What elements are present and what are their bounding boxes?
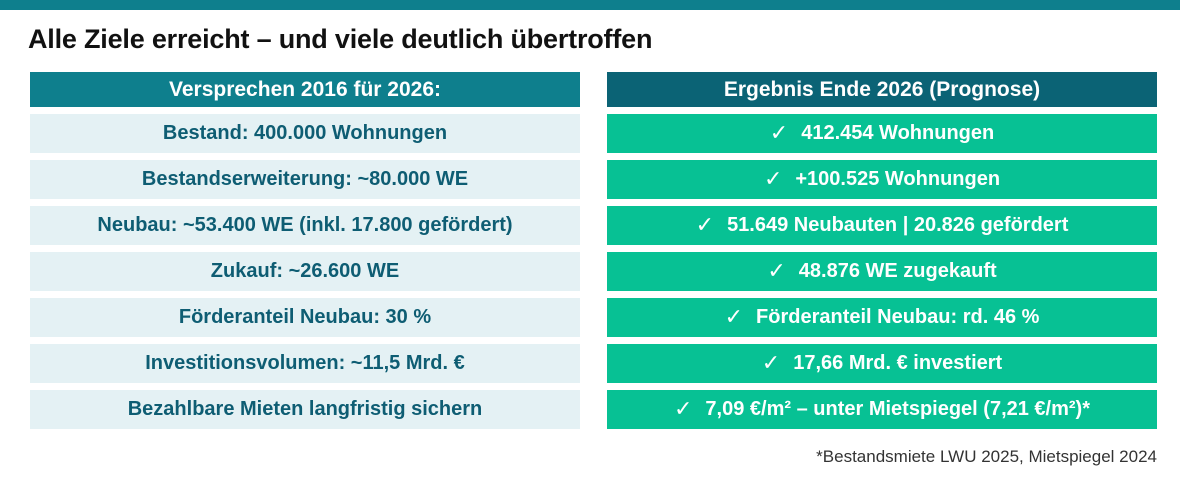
slide-title: Alle Ziele erreicht – und viele deutlich… — [28, 24, 653, 54]
check-icon: ✓ — [724, 303, 744, 329]
result-column: Ergebnis Ende 2026 (Prognose) ✓ 412.454 … — [607, 72, 1157, 429]
result-text: 48.876 WE zugekauft — [798, 260, 997, 282]
result-row: ✓ 17,66 Mrd. € investiert — [607, 344, 1157, 383]
promise-row: Investitionsvolumen: ~11,5 Mrd. € — [30, 344, 580, 383]
comparison-table: Versprechen 2016 für 2026: Bestand: 400.… — [30, 72, 1157, 429]
check-icon: ✓ — [769, 119, 789, 145]
promise-text: Bezahlbare Mieten langfristig sichern — [127, 398, 483, 420]
promise-row: Neubau: ~53.400 WE (inkl. 17.800 geförde… — [30, 206, 580, 245]
promise-text: Bestand: 400.000 Wohnungen — [162, 122, 448, 144]
result-row: ✓ 7,09 €/m² – unter Mietspiegel (7,21 €/… — [607, 390, 1157, 429]
result-column-header: Ergebnis Ende 2026 (Prognose) — [607, 72, 1157, 107]
promise-text: Bestandserweiterung: ~80.000 WE — [141, 168, 469, 190]
result-row: ✓ Förderanteil Neubau: rd. 46 % — [607, 298, 1157, 337]
result-text: Förderanteil Neubau: rd. 46 % — [756, 306, 1040, 328]
result-text: 17,66 Mrd. € investiert — [793, 352, 1003, 374]
footnote: *Bestandsmiete LWU 2025, Mietspiegel 202… — [816, 447, 1157, 466]
result-text: 51.649 Neubauten | 20.826 gefördert — [727, 214, 1069, 236]
result-text: 412.454 Wohnungen — [801, 122, 995, 144]
promise-text: Neubau: ~53.400 WE (inkl. 17.800 geförde… — [97, 214, 513, 236]
result-row: ✓ 51.649 Neubauten | 20.826 gefördert — [607, 206, 1157, 245]
result-text: +100.525 Wohnungen — [795, 168, 1001, 190]
check-icon: ✓ — [763, 165, 783, 191]
result-text: 7,09 €/m² – unter Mietspiegel (7,21 €/m²… — [705, 398, 1091, 420]
top-accent-bar — [0, 0, 1180, 10]
promise-text: Förderanteil Neubau: 30 % — [178, 306, 432, 328]
check-icon: ✓ — [695, 211, 715, 237]
promise-text: Zukauf: ~26.600 WE — [210, 260, 400, 282]
check-icon: ✓ — [767, 257, 786, 283]
promise-row: Förderanteil Neubau: 30 % — [30, 298, 580, 337]
promise-row: Zukauf: ~26.600 WE — [30, 252, 580, 291]
check-icon: ✓ — [761, 349, 781, 375]
check-icon: ✓ — [673, 395, 693, 421]
result-row: ✓ +100.525 Wohnungen — [607, 160, 1157, 199]
promise-row: Bestandserweiterung: ~80.000 WE — [30, 160, 580, 199]
promise-column-header: Versprechen 2016 für 2026: — [30, 72, 580, 107]
result-row: ✓ 412.454 Wohnungen — [607, 114, 1157, 153]
promise-row: Bestand: 400.000 Wohnungen — [30, 114, 580, 153]
promise-row: Bezahlbare Mieten langfristig sichern — [30, 390, 580, 429]
promise-text: Investitionsvolumen: ~11,5 Mrd. € — [145, 352, 465, 374]
promise-column: Versprechen 2016 für 2026: Bestand: 400.… — [30, 72, 580, 429]
result-row: ✓ 48.876 WE zugekauft — [607, 252, 1157, 291]
